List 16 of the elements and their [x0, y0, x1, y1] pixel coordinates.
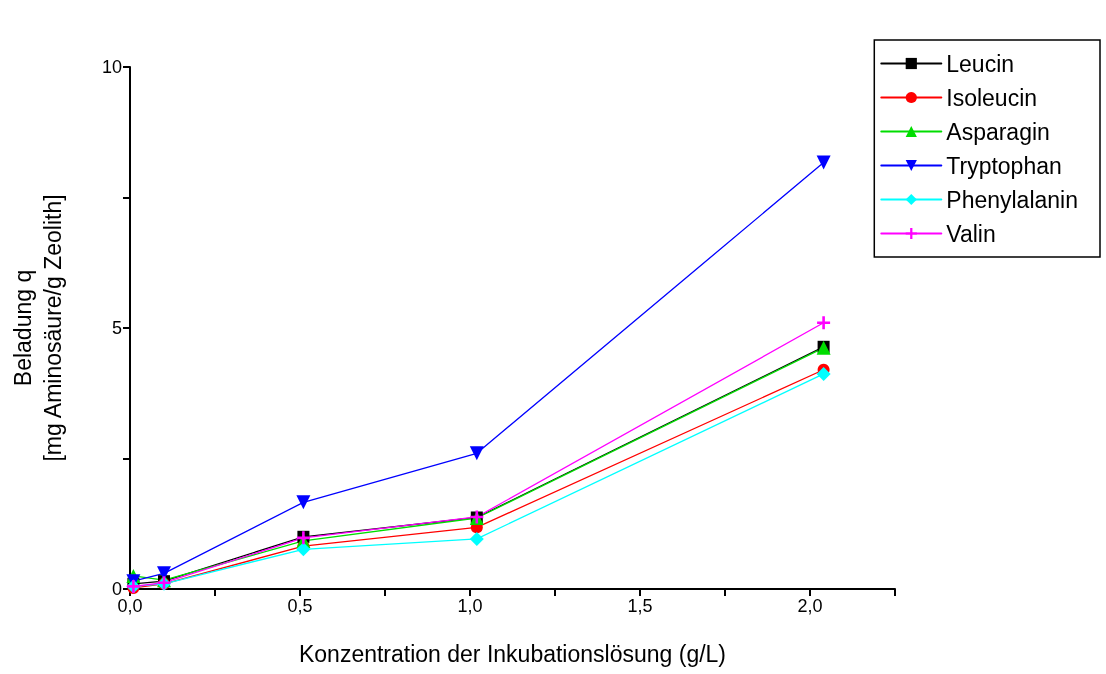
- y-axis-title: Beladung q [mg Aminosäure/g Zeolith]: [10, 194, 66, 462]
- y-tick-label: 0: [111, 579, 122, 599]
- legend-label: Phenylalanin: [946, 186, 1079, 213]
- legend-label: Leucin: [946, 50, 1015, 77]
- legend-label: Valin: [946, 220, 996, 247]
- x-tick-label: 0,5: [287, 596, 313, 616]
- legend-label: Asparagin: [946, 118, 1050, 145]
- x-axis-title: Konzentration der Inkubationslösung (g/L): [298, 641, 727, 667]
- legend-label: Isoleucin: [946, 84, 1038, 111]
- y-tick-label: 10: [101, 57, 122, 77]
- legend-label: Tryptophan: [946, 152, 1062, 179]
- x-tick-label: 0,0: [117, 596, 143, 616]
- x-tick-label: 1,5: [627, 596, 653, 616]
- x-tick-label: 2,0: [797, 596, 823, 616]
- y-tick-label: 5: [111, 318, 122, 338]
- x-tick-label: 1,0: [457, 596, 483, 616]
